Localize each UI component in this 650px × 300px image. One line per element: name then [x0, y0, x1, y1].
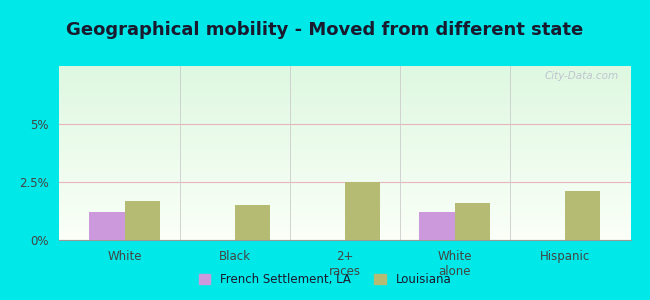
- Bar: [125, 201, 160, 240]
- Bar: [419, 212, 454, 240]
- Legend: French Settlement, LA, Louisiana: French Settlement, LA, Louisiana: [194, 269, 456, 291]
- Text: City-Data.com: City-Data.com: [545, 71, 619, 81]
- Bar: [89, 212, 125, 240]
- Text: Geographical mobility - Moved from different state: Geographical mobility - Moved from diffe…: [66, 21, 584, 39]
- Bar: [454, 203, 489, 240]
- Bar: [235, 205, 270, 240]
- Bar: [564, 191, 600, 240]
- Bar: [344, 182, 380, 240]
